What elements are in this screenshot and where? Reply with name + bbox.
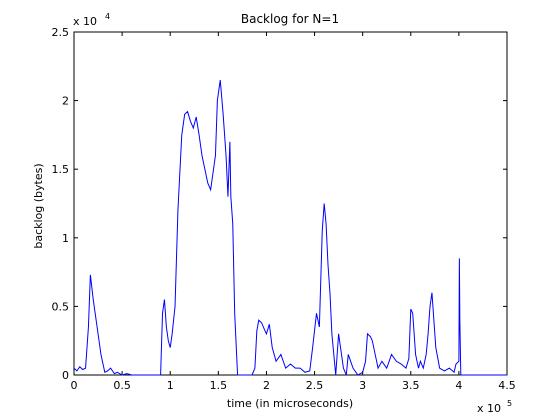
y-tick-label: 2: [62, 95, 69, 108]
y-tick-label: 0: [62, 369, 69, 382]
y-tick-label: 1.5: [52, 163, 70, 176]
x-tick-label: 4: [455, 379, 462, 392]
x-tick-label: 0: [71, 379, 78, 392]
y-tick-label: 1: [62, 232, 69, 245]
x-multiplier: x 10 5: [477, 399, 512, 415]
x-tick-label: 4.5: [498, 379, 516, 392]
x-tick-label: 2: [263, 379, 270, 392]
x-tick-label: 2.5: [306, 379, 324, 392]
x-tick-label: 0.5: [113, 379, 131, 392]
y-tick-label: 2.5: [52, 26, 70, 39]
x-tick-label: 3.5: [402, 379, 420, 392]
y-multiplier: x 10 4: [73, 12, 110, 28]
x-tick-label: 1.5: [210, 379, 228, 392]
y-tick-label: 0.5: [52, 300, 70, 313]
y-multiplier-exp: 4: [105, 12, 110, 21]
x-axis-label: time (in microseconds): [227, 397, 353, 410]
x-multiplier-exp: 5: [507, 399, 512, 408]
x-tick-label: 3: [359, 379, 366, 392]
y-multiplier-base: x 10: [73, 15, 97, 28]
x-multiplier-base: x 10: [477, 402, 501, 415]
chart-title: Backlog for N=1: [241, 12, 339, 26]
y-axis-label: backlog (bytes): [32, 163, 45, 248]
plot-frame: [74, 32, 507, 375]
x-tick-label: 1: [167, 379, 174, 392]
